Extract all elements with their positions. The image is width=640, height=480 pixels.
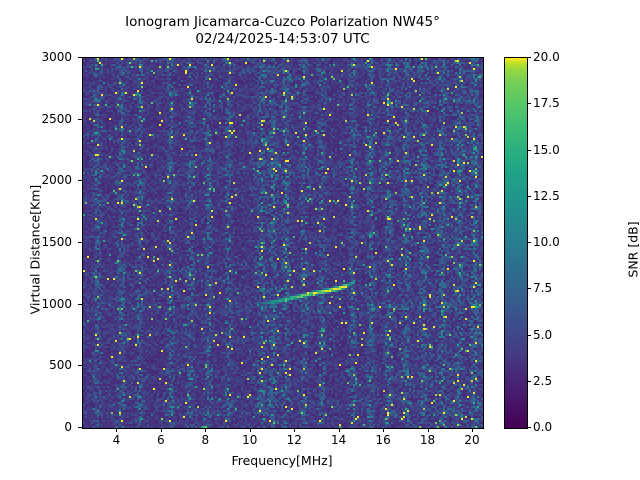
colorbar-label: SNR [dB] [625,221,640,278]
x-tick-label: 6 [157,433,165,447]
x-tick-label: 10 [242,433,258,447]
colorbar-tick-label: 15.0 [533,142,560,157]
x-tick-label: 18 [419,433,436,447]
heatmap-axes[interactable] [82,57,484,429]
y-tick-label: 500 [49,358,72,373]
x-tick-label: 8 [201,433,210,447]
colorbar-tick-mark [527,334,531,336]
x-tick-mark [205,428,207,432]
chart-title: Ionogram Jicamarca-Cuzco Polarization NW… [125,14,440,47]
y-tick-mark [78,242,82,243]
x-tick-mark [116,428,118,432]
colorbar-tick-label: 0.0 [533,420,553,434]
x-tick-label: 12 [286,433,302,447]
y-tick-label: 3000 [41,50,72,64]
y-tick-mark [78,180,82,182]
colorbar-tick-label: 10.0 [533,235,560,249]
colorbar-tick-mark [527,288,531,290]
y-tick-mark [78,427,82,428]
colorbar-tick-mark [527,242,531,243]
x-tick-label: 16 [375,433,391,447]
y-tick-mark [78,303,82,305]
x-axis-label: Frequency[MHz] [231,453,333,468]
y-tick-label: 2500 [41,111,72,126]
ionogram-heatmap[interactable] [83,58,483,428]
x-tick-mark [160,428,162,432]
colorbar-tick-label: 17.5 [533,96,560,111]
colorbar-tick-mark [527,195,531,197]
y-tick-label: 2000 [41,173,72,188]
colorbar-tick-label: 7.5 [533,281,553,296]
x-tick-label: 20 [464,433,480,447]
y-tick-mark [78,365,82,367]
colorbar-tick-mark [527,57,531,58]
x-tick-mark [294,428,296,432]
colorbar-tick-label: 12.5 [533,188,560,203]
x-tick-mark [338,428,340,432]
colorbar-tick-mark [527,149,531,151]
snr-colorbar [504,57,528,429]
colorbar-tick-mark [527,103,531,105]
x-tick-mark [427,428,429,432]
x-tick-label: 4 [112,433,121,447]
y-tick-mark [78,118,82,120]
y-tick-label: 1500 [41,235,72,249]
x-tick-label: 14 [331,433,347,447]
colorbar-tick-label: 2.5 [533,373,553,388]
colorbar-tick-label: 20.0 [533,50,560,64]
y-axis-label: Virtual Distance[Km] [27,184,43,315]
x-tick-mark [472,428,473,432]
colorbar-tick-mark [527,380,531,382]
x-tick-mark [249,428,251,432]
y-tick-label: 1000 [41,296,72,311]
y-tick-mark [78,57,82,58]
y-tick-label: 0 [64,420,72,434]
colorbar-tick-mark [527,427,531,428]
x-tick-mark [383,428,385,432]
colorbar-tick-label: 5.0 [533,327,553,342]
